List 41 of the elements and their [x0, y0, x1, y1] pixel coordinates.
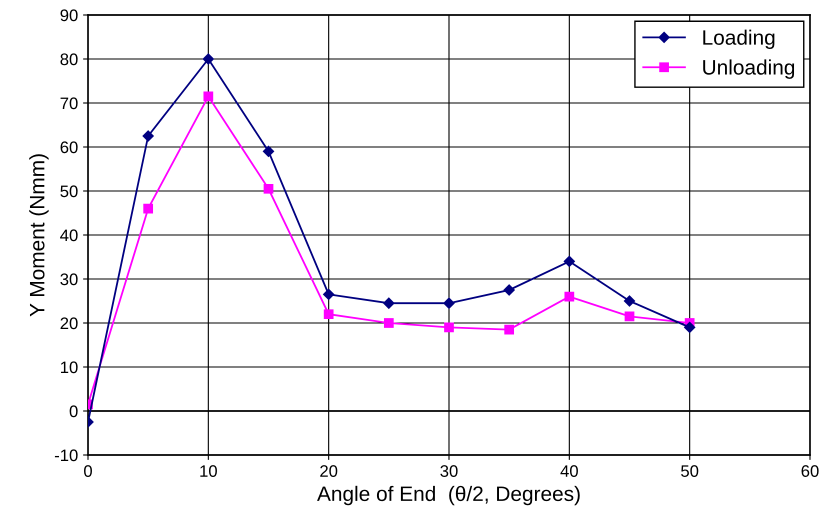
y-tick-label: 10 — [61, 361, 78, 374]
point — [624, 312, 634, 322]
x-tick-label: 50 — [681, 465, 698, 477]
y-tick-label: 40 — [60, 229, 78, 242]
point — [324, 309, 334, 320]
point — [504, 324, 514, 334]
y-axis-title: Y Moment (Nmm) — [29, 154, 49, 317]
point — [684, 322, 696, 334]
point — [323, 288, 334, 300]
point — [624, 295, 636, 307]
y-tick-label: -10 — [54, 449, 78, 462]
legend-label: Loading — [703, 30, 774, 50]
point — [384, 318, 394, 328]
point — [444, 322, 454, 332]
y-tick-label: 60 — [60, 141, 78, 154]
point — [564, 292, 574, 302]
legend-label: Unloading — [703, 59, 794, 79]
x-tick-label: 0 — [84, 465, 92, 477]
x-tick-label: 20 — [320, 465, 338, 477]
y-tick-label: 20 — [60, 317, 78, 330]
y-tick-label: 30 — [60, 273, 78, 286]
point — [202, 53, 214, 65]
x-axis-title: Angle of End (θ/2, Degrees) — [317, 486, 580, 506]
point — [383, 298, 394, 309]
x-tick-label: 40 — [560, 465, 578, 477]
point — [564, 256, 575, 268]
y-tick-label: 80 — [60, 53, 78, 66]
y-tick-label: 70 — [60, 97, 78, 110]
point — [504, 284, 515, 296]
point — [264, 184, 274, 194]
point — [443, 298, 455, 309]
point — [262, 146, 274, 158]
y-tick-label: 90 — [60, 9, 78, 22]
y-tick-label: 0 — [70, 405, 78, 418]
x-tick-label: 30 — [440, 465, 458, 477]
point — [142, 130, 154, 142]
y-tick-label: 50 — [60, 185, 78, 198]
point — [143, 204, 154, 214]
x-tick-label: 10 — [200, 465, 217, 477]
point — [203, 92, 214, 102]
x-tick-label: 60 — [802, 465, 819, 477]
